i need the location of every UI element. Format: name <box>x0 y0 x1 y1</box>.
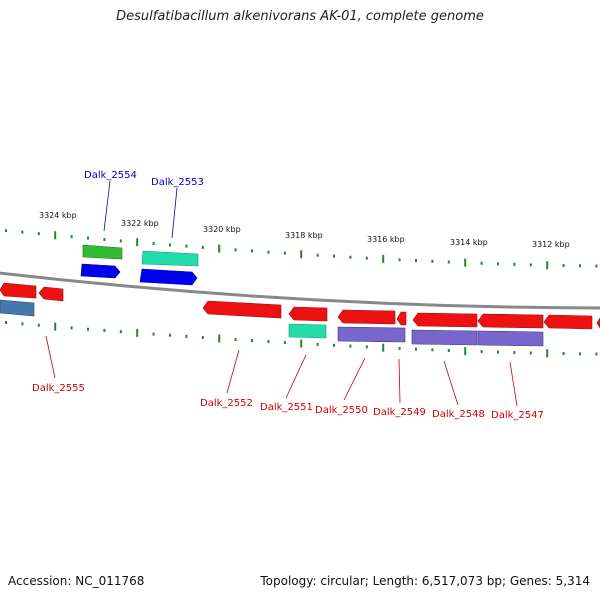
scale-label-3320: 3320 kbp <box>203 225 241 234</box>
leader-dalk-2550 <box>343 357 366 401</box>
leader-dalk-2555 <box>45 335 56 379</box>
gene-dalk-2554-blue[interactable] <box>80 263 121 279</box>
leader-dalk-2551 <box>285 354 307 399</box>
gene-dalk-2551-teal[interactable] <box>288 323 327 339</box>
gene-label-dalk-2552[interactable]: Dalk_2552 <box>200 398 253 409</box>
scale-label-3314: 3314 kbp <box>450 238 488 247</box>
gene-dalk-2553-teal[interactable] <box>141 250 199 267</box>
genome-title: Desulfatibacillum alkenivorans AK-01, co… <box>116 9 484 24</box>
gene-label-dalk-2550[interactable]: Dalk_2550 <box>315 405 368 416</box>
gene-dalk-2547-red[interactable] <box>477 313 544 329</box>
gene-red-edge-cut[interactable] <box>596 317 600 329</box>
gene-label-dalk-2553[interactable]: Dalk_2553 <box>151 177 204 188</box>
leader-dalk-2553 <box>171 187 178 239</box>
gene-dalk-2555-red-b[interactable] <box>38 286 64 302</box>
forward-strand-genes <box>80 244 199 286</box>
gene-dalk-2550-purple[interactable] <box>337 326 406 343</box>
gene-label-dalk-2555[interactable]: Dalk_2555 <box>32 383 85 394</box>
gene-label-dalk-2548[interactable]: Dalk_2548 <box>432 409 485 420</box>
scale-label-3324: 3324 kbp <box>39 211 77 220</box>
gene-red-edge[interactable] <box>543 314 593 330</box>
gene-label-dalk-2547[interactable]: Dalk_2547 <box>491 410 544 421</box>
gene-dalk-2554-green[interactable] <box>82 244 123 260</box>
leader-dalk-2549 <box>398 358 401 404</box>
reverse-gene-labels: Dalk_2555 Dalk_2552 Dalk_2551 Dalk_2550 … <box>32 335 544 421</box>
gene-label-dalk-2551[interactable]: Dalk_2551 <box>260 402 313 413</box>
gene-dalk-2547-purple[interactable] <box>477 330 544 347</box>
reverse-strand-genes <box>0 282 600 347</box>
gene-dalk-2555-red-a[interactable] <box>0 282 37 299</box>
gene-dalk-2548-purple[interactable] <box>411 329 478 346</box>
gene-label-dalk-2549[interactable]: Dalk_2549 <box>373 407 426 418</box>
gene-dalk-2548-red[interactable] <box>412 312 478 328</box>
gene-label-dalk-2554[interactable]: Dalk_2554 <box>84 170 137 181</box>
gene-dalk-2553-blue[interactable] <box>139 268 198 286</box>
leader-dalk-2554 <box>103 180 111 232</box>
scale-label-3322: 3322 kbp <box>121 219 159 228</box>
leader-dalk-2548 <box>443 360 459 406</box>
gene-dalk-2549-red[interactable] <box>396 311 407 326</box>
topology-summary: Topology: circular; Length: 6,517,073 bp… <box>260 574 590 588</box>
forward-gene-labels: Dalk_2554 Dalk_2553 <box>84 170 204 239</box>
accession-text: Accession: NC_011768 <box>8 574 145 588</box>
gene-dalk-2555-steel[interactable] <box>0 299 35 317</box>
scale-label-3312: 3312 kbp <box>532 240 570 249</box>
leader-dalk-2552 <box>226 349 240 394</box>
gene-dalk-2551-red[interactable] <box>288 306 328 322</box>
scale-ticks-top <box>5 229 598 270</box>
scale-ticks-bottom <box>5 321 598 358</box>
leader-dalk-2547 <box>509 361 518 407</box>
gene-dalk-2552-red[interactable] <box>202 300 282 319</box>
scale-label-3318: 3318 kbp <box>285 231 323 240</box>
scale-label-3316: 3316 kbp <box>367 235 405 244</box>
genome-backbone <box>0 271 600 310</box>
gene-dalk-2550-red[interactable] <box>337 309 396 325</box>
